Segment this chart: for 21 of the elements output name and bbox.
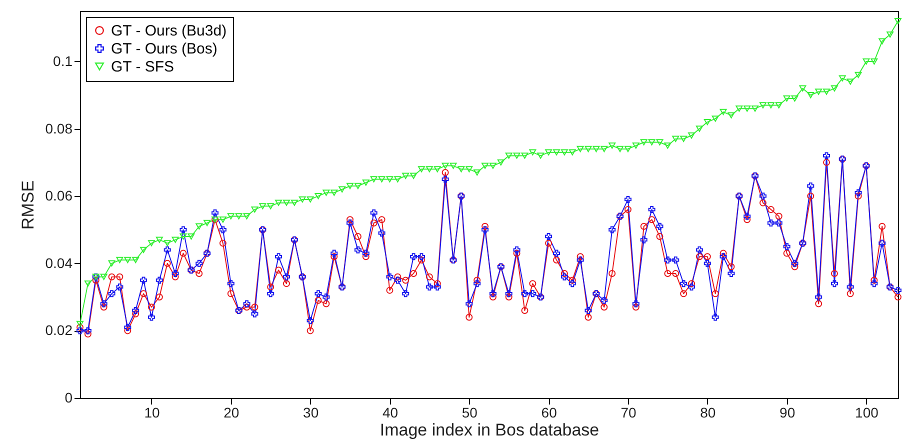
x-tick-label: 90	[780, 404, 796, 420]
x-tick-label: 70	[620, 404, 636, 420]
y-tick-label: 0.06	[45, 188, 73, 204]
x-tick-label: 30	[303, 404, 319, 420]
x-tick-label: 10	[144, 404, 160, 420]
x-tick-label: 40	[382, 404, 398, 420]
legend-label: GT - Ours (Bos)	[111, 40, 218, 58]
y-tick-label: 0.04	[45, 254, 73, 271]
x-tick-label: 50	[462, 404, 478, 420]
x-tick-label: 60	[541, 404, 558, 420]
x-axis-title: Image index in Bos database	[380, 420, 600, 440]
y-tick-label: 0.02	[45, 322, 73, 338]
x-tick-label: 100	[855, 404, 879, 420]
legend-label: GT - SFS	[111, 58, 174, 76]
x-tick-label: 80	[700, 404, 716, 420]
x-tick-label: 20	[224, 404, 240, 420]
legend-label: GT - Ours (Bu3d)	[111, 22, 227, 40]
y-axis-title: RMSE	[18, 180, 38, 230]
y-tick-label: 0	[64, 390, 73, 406]
y-tick-label: 0.1	[53, 52, 73, 69]
y-tick-label: 0.08	[45, 120, 73, 136]
